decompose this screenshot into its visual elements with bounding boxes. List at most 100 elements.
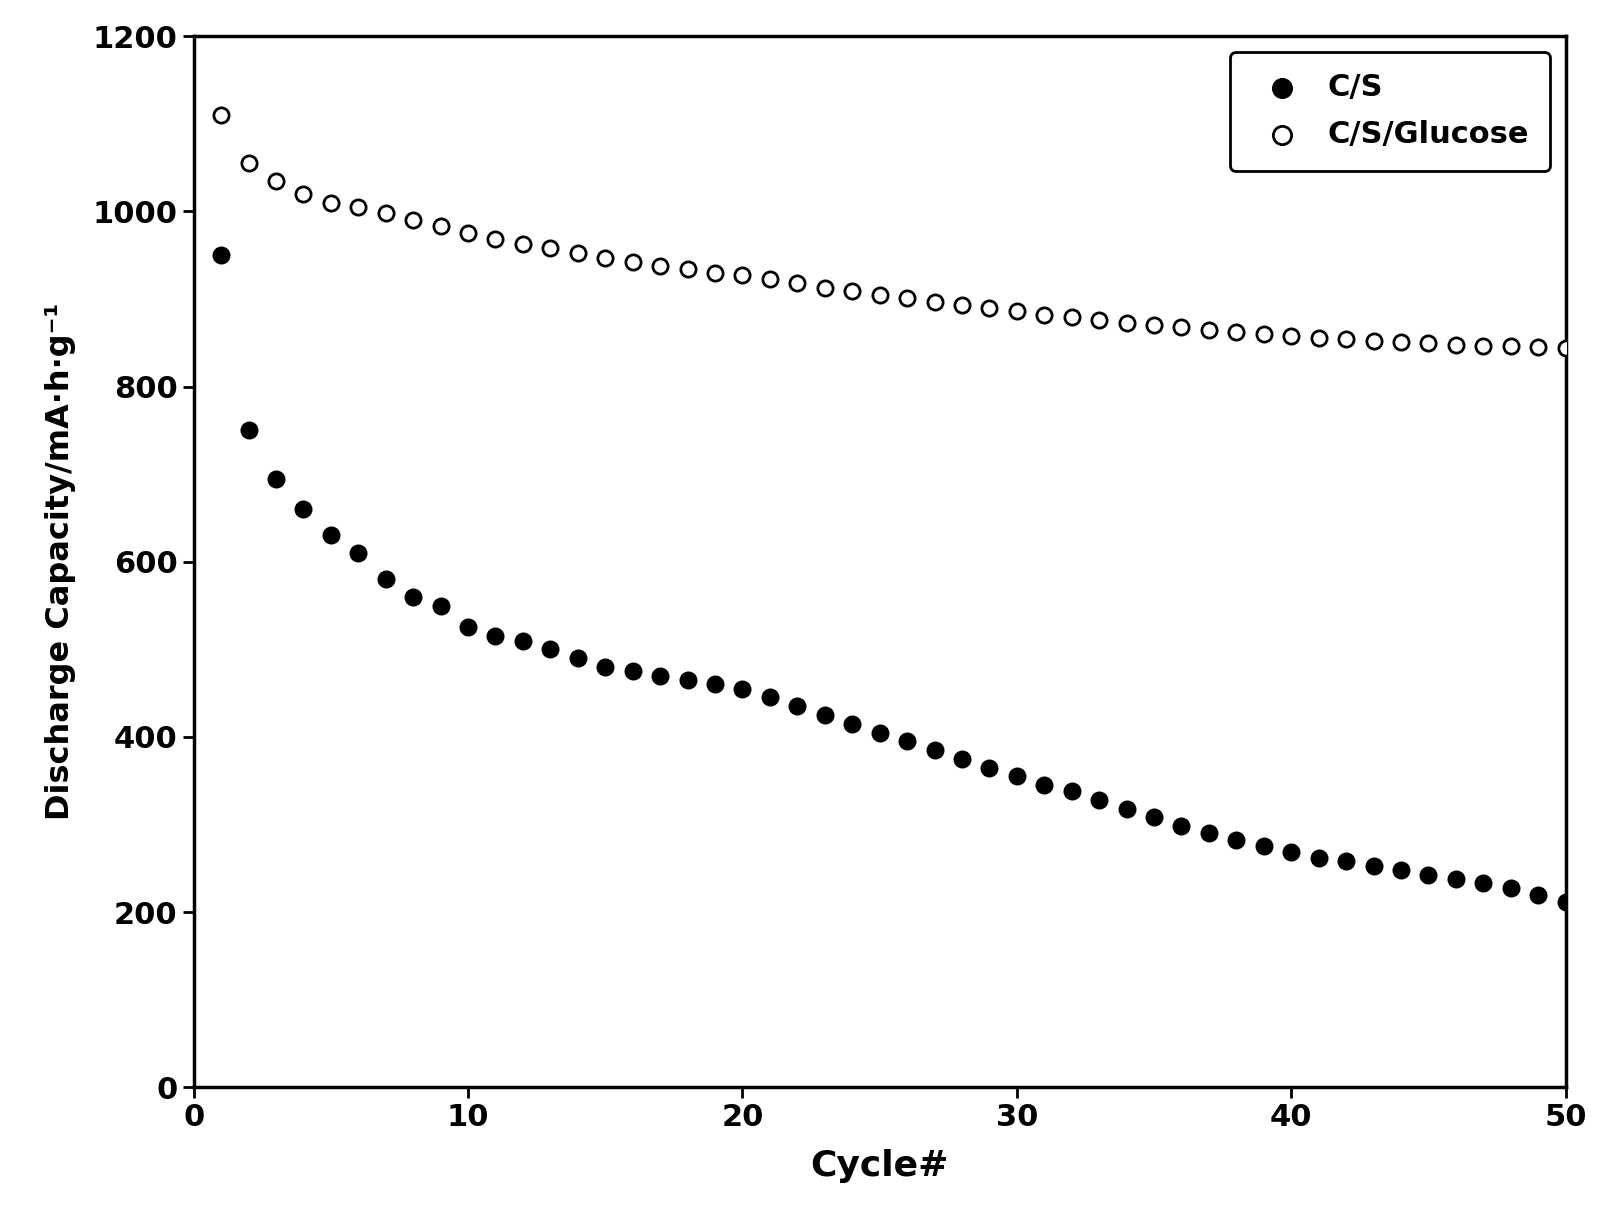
C/S/Glucose bbox=[1470, 337, 1496, 356]
C/S/Glucose bbox=[1031, 306, 1057, 325]
C/S bbox=[1333, 852, 1359, 871]
C/S/Glucose bbox=[976, 298, 1002, 318]
C/S bbox=[1361, 856, 1386, 876]
C/S bbox=[757, 687, 783, 707]
C/S/Glucose bbox=[345, 197, 371, 216]
C/S/Glucose bbox=[1361, 331, 1386, 350]
C/S/Glucose bbox=[1553, 338, 1578, 358]
C/S bbox=[784, 697, 810, 716]
C/S bbox=[1525, 884, 1551, 904]
C/S bbox=[1553, 892, 1578, 911]
C/S/Glucose bbox=[373, 203, 399, 222]
C/S/Glucose bbox=[428, 216, 454, 236]
C/S/Glucose bbox=[620, 252, 646, 272]
C/S bbox=[1059, 782, 1085, 801]
C/S/Glucose bbox=[867, 285, 893, 304]
C/S bbox=[839, 714, 865, 733]
C/S bbox=[1388, 860, 1414, 879]
C/S bbox=[922, 741, 947, 760]
C/S bbox=[236, 420, 261, 440]
C/S bbox=[1278, 843, 1304, 863]
C/S bbox=[1169, 817, 1194, 836]
C/S bbox=[647, 666, 673, 685]
C/S bbox=[510, 631, 536, 650]
C/S bbox=[1141, 808, 1167, 827]
C/S bbox=[812, 705, 838, 725]
C/S bbox=[976, 757, 1002, 777]
C/S bbox=[949, 749, 975, 768]
C/S/Glucose bbox=[730, 266, 755, 285]
C/S/Glucose bbox=[922, 292, 947, 312]
C/S/Glucose bbox=[263, 172, 289, 191]
C/S bbox=[1415, 866, 1441, 885]
C/S bbox=[537, 640, 563, 660]
C/S bbox=[675, 670, 700, 690]
C/S bbox=[730, 679, 755, 698]
C/S/Glucose bbox=[1415, 333, 1441, 353]
C/S bbox=[1470, 873, 1496, 893]
C/S bbox=[1223, 831, 1249, 850]
C/S bbox=[1086, 790, 1112, 809]
C/S bbox=[483, 627, 508, 646]
C/S/Glucose bbox=[236, 153, 261, 173]
X-axis label: Cycle#: Cycle# bbox=[810, 1149, 949, 1183]
C/S/Glucose bbox=[1525, 337, 1551, 356]
C/S/Glucose bbox=[1223, 323, 1249, 342]
C/S/Glucose bbox=[949, 296, 975, 315]
C/S bbox=[455, 617, 481, 637]
C/S bbox=[345, 544, 371, 563]
C/S/Glucose bbox=[1278, 326, 1304, 345]
C/S/Glucose bbox=[291, 184, 316, 203]
C/S bbox=[867, 722, 893, 742]
C/S/Glucose bbox=[1114, 313, 1139, 332]
C/S/Glucose bbox=[812, 278, 838, 297]
C/S/Glucose bbox=[894, 289, 920, 308]
C/S bbox=[1306, 848, 1332, 867]
C/S bbox=[400, 587, 426, 606]
C/S/Glucose bbox=[1388, 332, 1414, 352]
C/S bbox=[592, 657, 618, 676]
C/S bbox=[702, 674, 728, 693]
C/S bbox=[1498, 878, 1524, 898]
C/S bbox=[373, 570, 399, 590]
C/S/Glucose bbox=[839, 281, 865, 301]
C/S/Glucose bbox=[757, 269, 783, 289]
C/S/Glucose bbox=[318, 193, 344, 213]
C/S bbox=[1114, 798, 1139, 818]
C/S/Glucose bbox=[1251, 324, 1277, 343]
Y-axis label: Discharge Capacity/mA·h·g⁻¹: Discharge Capacity/mA·h·g⁻¹ bbox=[45, 303, 76, 820]
C/S/Glucose bbox=[400, 210, 426, 230]
C/S/Glucose bbox=[1498, 337, 1524, 356]
C/S/Glucose bbox=[537, 238, 563, 257]
C/S bbox=[263, 469, 289, 488]
C/S/Glucose bbox=[592, 248, 618, 267]
C/S/Glucose bbox=[1333, 330, 1359, 349]
Legend: C/S, C/S/Glucose: C/S, C/S/Glucose bbox=[1230, 52, 1551, 170]
C/S bbox=[1196, 824, 1222, 843]
C/S/Glucose bbox=[483, 230, 508, 249]
C/S bbox=[565, 649, 591, 668]
C/S bbox=[1031, 776, 1057, 795]
C/S/Glucose bbox=[1169, 318, 1194, 337]
C/S bbox=[620, 662, 646, 681]
C/S/Glucose bbox=[1086, 310, 1112, 330]
C/S/Glucose bbox=[647, 256, 673, 275]
C/S/Glucose bbox=[702, 263, 728, 283]
C/S/Glucose bbox=[1059, 308, 1085, 327]
C/S bbox=[1004, 767, 1030, 786]
C/S bbox=[208, 245, 234, 265]
C/S bbox=[318, 525, 344, 545]
C/S bbox=[428, 596, 454, 615]
C/S/Glucose bbox=[455, 223, 481, 243]
C/S/Glucose bbox=[1004, 302, 1030, 321]
C/S/Glucose bbox=[1306, 327, 1332, 347]
C/S bbox=[291, 499, 316, 518]
C/S/Glucose bbox=[1196, 320, 1222, 339]
C/S/Glucose bbox=[208, 105, 234, 124]
C/S/Glucose bbox=[784, 273, 810, 292]
C/S/Glucose bbox=[675, 260, 700, 279]
C/S bbox=[894, 732, 920, 751]
C/S/Glucose bbox=[510, 234, 536, 254]
C/S bbox=[1443, 869, 1469, 888]
C/S/Glucose bbox=[1443, 335, 1469, 354]
